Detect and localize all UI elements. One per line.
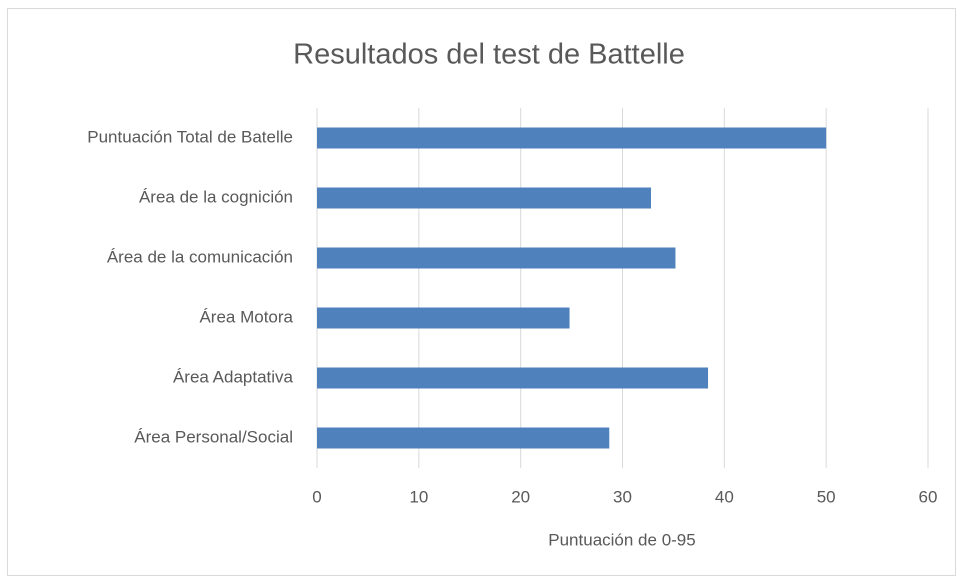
x-tick-label: 0 [312,487,321,506]
y-tick-label: Área Motora [199,307,293,326]
x-tick-label: 60 [919,487,938,506]
bar [317,187,652,209]
bar [317,307,570,329]
y-tick-label: Área de la comunicación [107,247,293,266]
chart-title: Resultados del test de Battelle [293,39,685,71]
x-tick-label: 10 [409,487,428,506]
x-axis-title: Puntuación de 0-95 [548,530,695,549]
x-tick-label: 50 [817,487,836,506]
y-tick-label: Área Personal/Social [134,427,293,446]
x-tick-label: 20 [511,487,530,506]
y-tick-label: Puntuación Total de Batelle [87,127,293,146]
bar [317,247,676,269]
y-tick-label: Área Adaptativa [173,367,294,386]
bar [317,127,827,149]
x-tick-label: 30 [613,487,632,506]
x-tick-label: 40 [715,487,734,506]
bar [317,367,709,389]
bar [317,427,610,449]
chart-frame [7,8,956,576]
y-tick-label: Área de la cognición [139,187,293,206]
